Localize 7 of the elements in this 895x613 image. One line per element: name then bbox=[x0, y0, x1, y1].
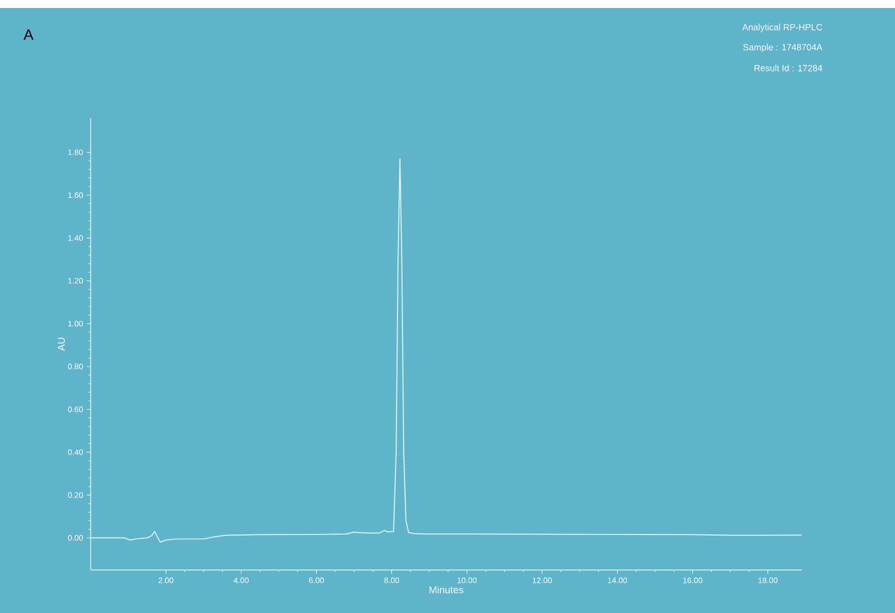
x-axis-title: Minutes bbox=[430, 586, 464, 594]
line-series bbox=[90, 158, 802, 543]
text: Analytical RP-HPLC bbox=[742, 24, 822, 32]
text: A bbox=[24, 30, 34, 40]
text: Sample : 1748704A bbox=[743, 44, 822, 52]
y-axis-title: AU bbox=[58, 338, 65, 351]
text: Result Id : 17284 bbox=[754, 64, 822, 72]
